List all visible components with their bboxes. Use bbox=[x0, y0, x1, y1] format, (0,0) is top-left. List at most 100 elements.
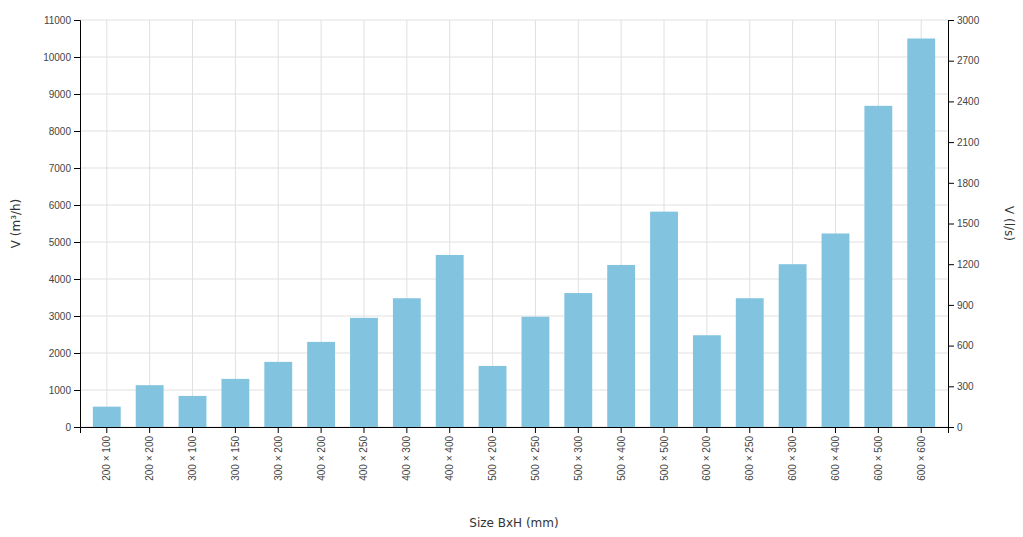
tick: 600 bbox=[948, 340, 974, 351]
grid-line bbox=[80, 131, 948, 132]
tick: 400 × 400 bbox=[444, 427, 455, 481]
tick: 2700 bbox=[948, 55, 980, 66]
bar bbox=[93, 407, 121, 427]
tick-label: 1200 bbox=[957, 259, 980, 270]
tick: 600 × 600 bbox=[916, 427, 927, 481]
tick-label: 500 × 300 bbox=[573, 436, 584, 481]
tick-mark bbox=[74, 205, 80, 206]
tick: 2100 bbox=[948, 137, 980, 148]
bar bbox=[864, 106, 892, 427]
tick-label: 200 × 100 bbox=[101, 436, 112, 481]
tick-mark bbox=[948, 386, 954, 387]
tick: 500 × 500 bbox=[659, 427, 670, 481]
grid-line bbox=[235, 20, 236, 427]
grid-line bbox=[80, 94, 948, 95]
tick-mark bbox=[406, 427, 407, 433]
tick-mark bbox=[74, 390, 80, 391]
tick-label: 1800 bbox=[957, 178, 980, 189]
tick-label: 10000 bbox=[43, 52, 71, 63]
tick-label: 600 bbox=[957, 340, 974, 351]
grid bbox=[80, 20, 948, 427]
bar bbox=[350, 318, 378, 427]
tick-label: 8000 bbox=[49, 126, 72, 137]
tick: 600 × 200 bbox=[701, 427, 712, 481]
tick-label: 400 × 250 bbox=[358, 436, 369, 481]
tick: 200 × 100 bbox=[101, 427, 112, 481]
tick: 8000 bbox=[49, 126, 80, 137]
bar bbox=[264, 362, 292, 427]
tick: 4000 bbox=[49, 274, 80, 285]
tick-label: 2100 bbox=[957, 137, 980, 148]
tick-label: 11000 bbox=[44, 15, 72, 26]
tick: 7000 bbox=[49, 163, 80, 174]
tick-mark bbox=[106, 427, 107, 433]
tick-mark bbox=[149, 427, 150, 433]
tick-mark bbox=[74, 279, 80, 280]
tick: 300 × 100 bbox=[187, 427, 198, 481]
bar bbox=[522, 317, 550, 427]
axis-line bbox=[949, 21, 955, 428]
bar bbox=[221, 379, 249, 427]
tick-mark bbox=[74, 168, 80, 169]
bar bbox=[479, 366, 507, 427]
grid-line bbox=[80, 316, 948, 317]
grid-line bbox=[80, 242, 948, 243]
grid-line bbox=[80, 390, 948, 391]
y2-axis-title: V (l/s) bbox=[1002, 206, 1016, 241]
tick: 1800 bbox=[948, 178, 980, 189]
tick-label: 300 × 100 bbox=[187, 436, 198, 481]
tick: 9000 bbox=[49, 89, 80, 100]
tick-label: 300 × 150 bbox=[230, 436, 241, 481]
tick-mark bbox=[921, 427, 922, 433]
grid-line bbox=[149, 20, 150, 427]
bar bbox=[822, 233, 850, 427]
tick-mark bbox=[74, 353, 80, 354]
tick-mark bbox=[535, 427, 536, 433]
bar bbox=[650, 212, 678, 427]
grid-line bbox=[80, 57, 948, 58]
tick: 600 × 300 bbox=[787, 427, 798, 481]
tick-label: 6000 bbox=[49, 200, 72, 211]
bar bbox=[907, 39, 935, 428]
tick-label: 500 × 500 bbox=[659, 436, 670, 481]
tick-mark bbox=[74, 57, 80, 58]
tick-mark bbox=[749, 427, 750, 433]
tick-label: 0 bbox=[957, 422, 963, 433]
bar bbox=[736, 298, 764, 427]
bar bbox=[607, 265, 635, 427]
y-axis: 0100020003000400050006000700080009000100… bbox=[43, 15, 80, 433]
tick-mark bbox=[664, 427, 665, 433]
tick: 3000 bbox=[948, 15, 980, 26]
tick: 500 × 250 bbox=[530, 427, 541, 481]
tick-label: 600 × 500 bbox=[873, 436, 884, 481]
tick-mark bbox=[74, 242, 80, 243]
tick: 200 × 200 bbox=[144, 427, 155, 481]
tick-label: 300 bbox=[957, 381, 974, 392]
tick: 11000 bbox=[44, 15, 80, 26]
tick-label: 2400 bbox=[957, 96, 980, 107]
tick-mark bbox=[278, 427, 279, 433]
tick-mark bbox=[449, 427, 450, 433]
tick-mark bbox=[706, 427, 707, 433]
tick: 500 × 200 bbox=[487, 427, 498, 481]
tick-label: 400 × 400 bbox=[444, 436, 455, 481]
tick: 1000 bbox=[49, 385, 80, 396]
tick: 300 bbox=[948, 381, 974, 392]
tick: 5000 bbox=[49, 237, 80, 248]
tick-mark bbox=[74, 427, 80, 428]
bar bbox=[564, 293, 592, 427]
tick-mark bbox=[578, 427, 579, 433]
tick: 2400 bbox=[948, 96, 980, 107]
y2-axis: 03006009001200150018002100240027003000 bbox=[948, 15, 980, 433]
tick: 1500 bbox=[948, 218, 980, 229]
tick-mark bbox=[835, 427, 836, 433]
grid-line bbox=[80, 20, 948, 21]
tick-label: 3000 bbox=[49, 311, 72, 322]
grid-line bbox=[80, 353, 948, 354]
tick-mark bbox=[492, 427, 493, 433]
tick-mark bbox=[321, 427, 322, 433]
tick-mark bbox=[74, 316, 80, 317]
tick-mark bbox=[74, 94, 80, 95]
tick-label: 500 × 250 bbox=[530, 436, 541, 481]
axis-line bbox=[74, 21, 81, 428]
